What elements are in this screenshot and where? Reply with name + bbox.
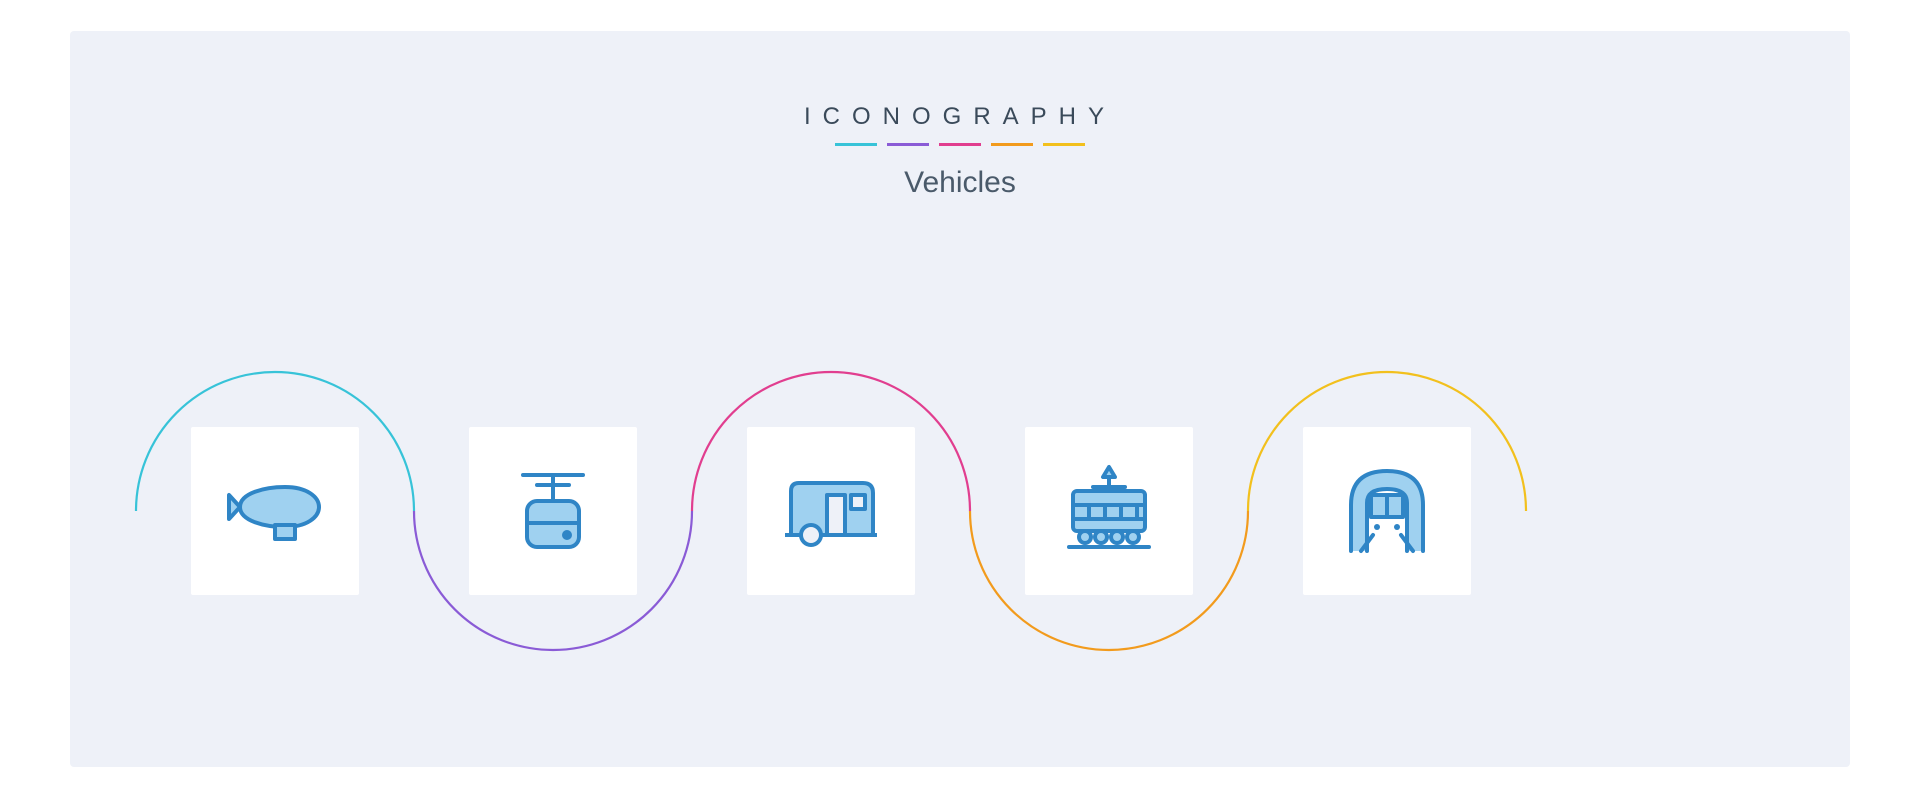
- cable-car-icon: [503, 461, 603, 561]
- subway-icon: [1337, 461, 1437, 561]
- icon-card: [191, 427, 359, 595]
- icon-card: [747, 427, 915, 595]
- icon-card: [469, 427, 637, 595]
- artboard: ICONOGRAPHY Vehicles: [70, 31, 1850, 767]
- icon-card: [1303, 427, 1471, 595]
- zeppelin-icon: [225, 461, 325, 561]
- caravan-icon: [781, 461, 881, 561]
- icon-card-row: [70, 31, 1850, 767]
- icon-card: [1025, 427, 1193, 595]
- tram-icon: [1059, 461, 1159, 561]
